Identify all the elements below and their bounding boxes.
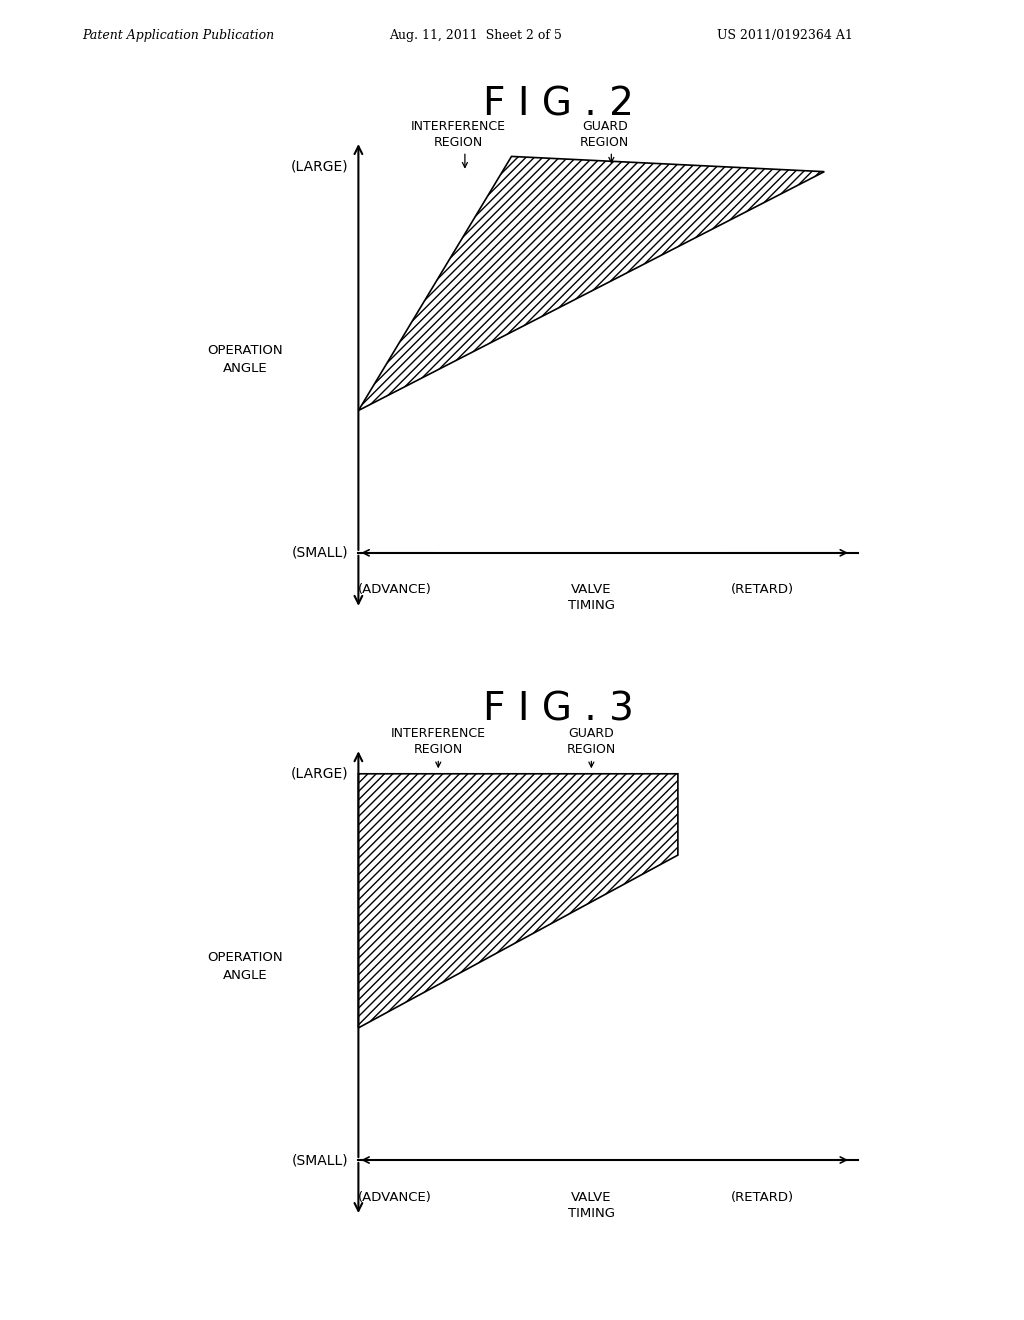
Text: GUARD
REGION: GUARD REGION <box>566 727 616 756</box>
Text: INTERFERENCE
REGION: INTERFERENCE REGION <box>411 120 506 149</box>
Text: GUARD
REGION: GUARD REGION <box>580 120 630 149</box>
Text: VALVE
TIMING: VALVE TIMING <box>568 583 614 612</box>
Text: (SMALL): (SMALL) <box>292 1152 348 1167</box>
Text: INTERFERENCE
REGION: INTERFERENCE REGION <box>391 727 485 756</box>
Text: (RETARD): (RETARD) <box>731 1191 795 1204</box>
Text: (LARGE): (LARGE) <box>291 160 348 174</box>
Text: (LARGE): (LARGE) <box>291 767 348 781</box>
Text: (SMALL): (SMALL) <box>292 545 348 560</box>
Text: Patent Application Publication: Patent Application Publication <box>82 29 274 42</box>
Text: OPERATION
ANGLE: OPERATION ANGLE <box>208 952 283 982</box>
Text: (ADVANCE): (ADVANCE) <box>357 583 432 597</box>
Text: Aug. 11, 2011  Sheet 2 of 5: Aug. 11, 2011 Sheet 2 of 5 <box>389 29 562 42</box>
Text: (ADVANCE): (ADVANCE) <box>357 1191 432 1204</box>
Text: F I G . 2: F I G . 2 <box>482 86 634 124</box>
Text: VALVE
TIMING: VALVE TIMING <box>568 1191 614 1220</box>
Text: (RETARD): (RETARD) <box>731 583 795 597</box>
Polygon shape <box>358 156 824 411</box>
Text: F I G . 3: F I G . 3 <box>482 690 634 729</box>
Text: US 2011/0192364 A1: US 2011/0192364 A1 <box>717 29 853 42</box>
Polygon shape <box>358 774 678 1028</box>
Text: OPERATION
ANGLE: OPERATION ANGLE <box>208 345 283 375</box>
